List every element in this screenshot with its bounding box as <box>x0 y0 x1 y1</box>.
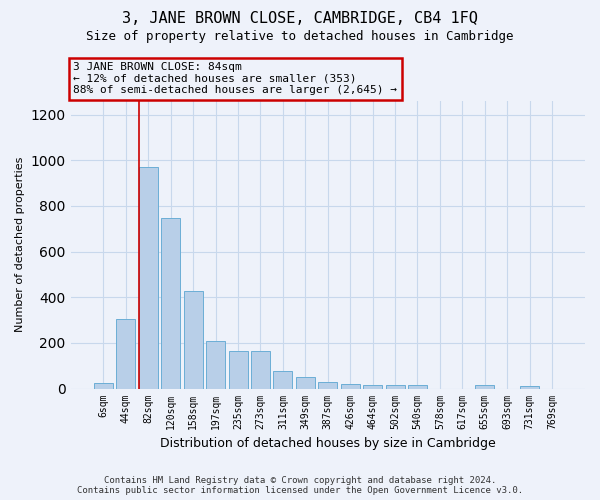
Bar <box>116 319 136 388</box>
Y-axis label: Number of detached properties: Number of detached properties <box>15 157 25 332</box>
Bar <box>296 377 315 388</box>
Bar <box>184 291 203 388</box>
Bar <box>161 218 180 388</box>
Bar <box>251 351 270 389</box>
Bar <box>386 385 404 388</box>
Bar <box>408 385 427 388</box>
Bar <box>475 385 494 388</box>
X-axis label: Distribution of detached houses by size in Cambridge: Distribution of detached houses by size … <box>160 437 496 450</box>
Text: 3 JANE BROWN CLOSE: 84sqm
← 12% of detached houses are smaller (353)
88% of semi: 3 JANE BROWN CLOSE: 84sqm ← 12% of detac… <box>73 62 397 95</box>
Text: 3, JANE BROWN CLOSE, CAMBRIDGE, CB4 1FQ: 3, JANE BROWN CLOSE, CAMBRIDGE, CB4 1FQ <box>122 11 478 26</box>
Bar <box>318 382 337 388</box>
Text: Contains HM Land Registry data © Crown copyright and database right 2024.
Contai: Contains HM Land Registry data © Crown c… <box>77 476 523 495</box>
Bar <box>94 383 113 388</box>
Bar <box>363 385 382 388</box>
Bar <box>206 340 225 388</box>
Bar <box>341 384 360 388</box>
Bar <box>520 386 539 388</box>
Bar <box>274 372 292 388</box>
Text: Size of property relative to detached houses in Cambridge: Size of property relative to detached ho… <box>86 30 514 43</box>
Bar <box>229 351 248 389</box>
Bar <box>139 167 158 388</box>
